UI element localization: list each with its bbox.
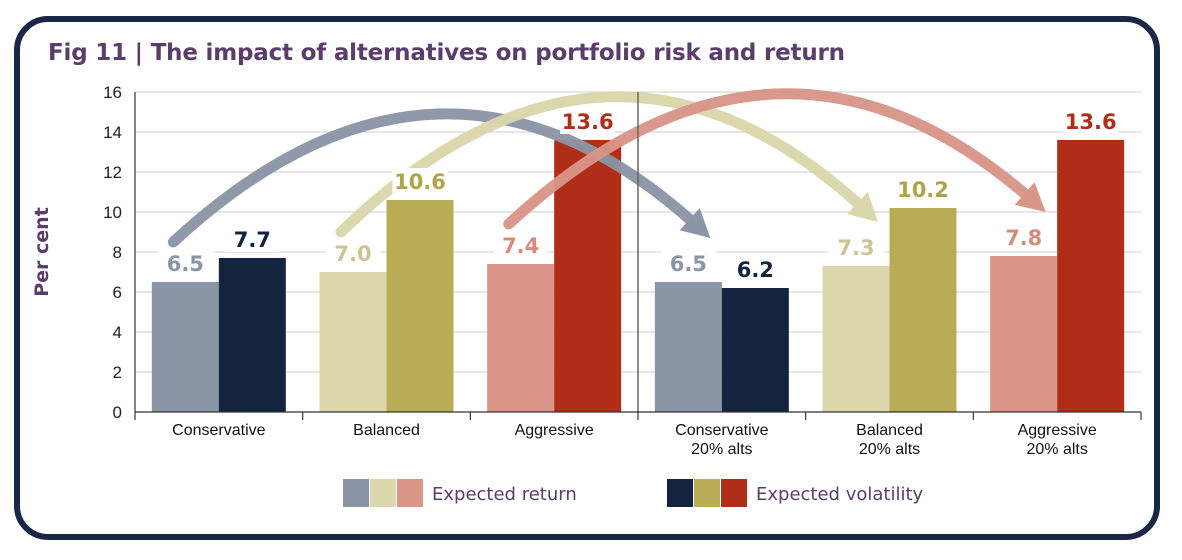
legend-swatch	[694, 479, 720, 507]
y-tick-label: 16	[103, 83, 122, 102]
data-label-expected-return: 7.3	[837, 236, 874, 260]
data-label-expected-volatility: 10.6	[394, 170, 446, 194]
data-label-background	[1063, 108, 1119, 134]
y-tick-label: 8	[113, 243, 122, 262]
y-tick-label: 12	[103, 163, 122, 182]
data-label-expected-return: 6.5	[670, 252, 707, 276]
bar-layer	[151, 140, 1125, 412]
y-tick-label: 10	[103, 203, 122, 222]
bar-expected-volatility	[721, 288, 789, 412]
y-tick-label: 0	[113, 403, 122, 422]
y-tick-label: 4	[113, 323, 122, 342]
arrow-shaft	[503, 88, 1038, 230]
bar-expected-return	[319, 272, 387, 412]
legend-label: Expected return	[432, 484, 577, 505]
x-category-label: Balanced	[353, 422, 420, 439]
x-category-label: Conservative	[172, 422, 265, 439]
x-category-label: 20% alts	[859, 441, 920, 458]
legend-layer: Expected return Expected volatility	[343, 479, 924, 507]
y-axis-label: Per cent	[31, 207, 53, 297]
arrow-head	[847, 191, 878, 222]
x-category-label: 20% alts	[1026, 441, 1087, 458]
y-tick-label: 6	[113, 283, 122, 302]
data-label-expected-volatility: 13.6	[1065, 110, 1117, 134]
data-label-background	[392, 168, 448, 194]
data-label-background	[493, 232, 549, 258]
bar-expected-volatility	[218, 258, 286, 412]
y-tick-label: 14	[103, 123, 122, 142]
x-category-label: Balanced	[856, 422, 923, 439]
legend-swatch	[370, 479, 396, 507]
data-label-background	[660, 250, 716, 276]
data-label-expected-volatility: 6.2	[737, 258, 774, 282]
x-category-label: Conservative	[675, 422, 768, 439]
bar-expected-volatility	[554, 140, 622, 412]
data-label-background	[895, 176, 951, 202]
bar-expected-return	[151, 282, 219, 412]
data-label-background	[224, 226, 280, 252]
legend-swatch	[667, 479, 693, 507]
bar-expected-volatility	[1057, 140, 1125, 412]
y-tick-label: 2	[113, 363, 122, 382]
data-label-background	[325, 240, 381, 266]
bar-expected-return	[654, 282, 722, 412]
data-label-expected-return: 7.4	[502, 234, 539, 258]
x-category-label: 20% alts	[691, 441, 752, 458]
x-category-label: Aggressive	[1018, 422, 1097, 439]
bar-expected-return	[822, 266, 890, 412]
legend-swatch	[397, 479, 423, 507]
data-label-expected-return: 6.5	[167, 252, 204, 276]
data-label-background	[560, 108, 616, 134]
bar-expected-return	[990, 256, 1058, 412]
data-label-background	[828, 234, 884, 260]
x-category-label: Aggressive	[515, 422, 594, 439]
arrow-shaft	[167, 108, 703, 248]
legend-swatch	[721, 479, 747, 507]
data-label-expected-return: 7.8	[1005, 226, 1042, 250]
data-label-expected-volatility: 7.7	[234, 228, 271, 252]
axis-layer: 0 2 4 6 8 10 12 14 16 Per cent Conservative Balance…	[31, 83, 1142, 458]
bar-expected-volatility	[386, 200, 454, 412]
data-label-expected-volatility: 13.6	[562, 110, 614, 134]
data-label-background	[157, 250, 213, 276]
data-label-expected-return: 7.0	[334, 242, 371, 266]
bar-expected-volatility	[889, 208, 957, 412]
bar-expected-return	[487, 264, 555, 412]
legend-label: Expected volatility	[756, 484, 924, 505]
label-layer: 6.5 7.0 7.4 6.5 7.3 7.8 7.7 10.6 13.6 6.2 10.2 13.6	[157, 108, 1119, 282]
data-label-expected-volatility: 10.2	[897, 178, 949, 202]
data-label-background	[996, 224, 1052, 250]
figure-title: Fig 11 | The impact of alternatives on p…	[48, 40, 845, 66]
arrow-head	[679, 208, 711, 238]
arrow-head	[1014, 182, 1046, 212]
data-label-background	[727, 256, 783, 282]
legend-swatch	[343, 479, 369, 507]
